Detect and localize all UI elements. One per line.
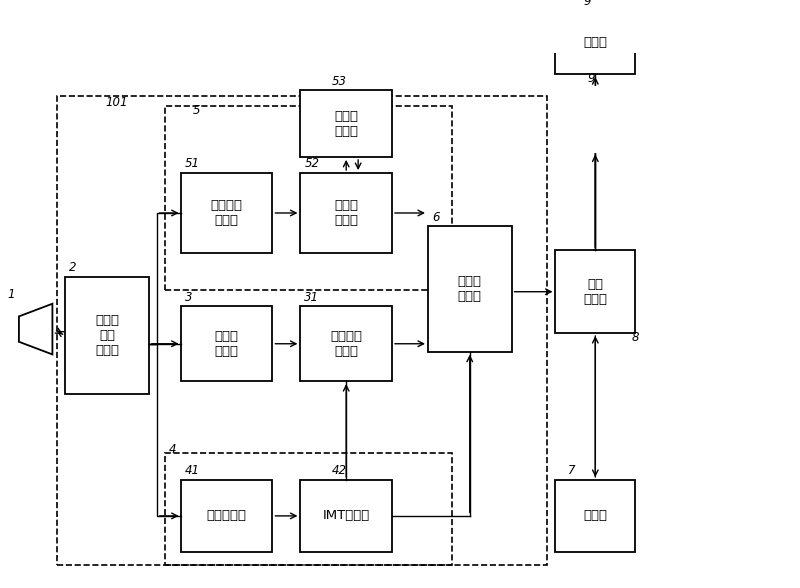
Bar	[555, 250, 635, 333]
Bar	[181, 480, 273, 552]
Text: IMT计算部: IMT计算部	[322, 509, 370, 522]
Bar	[181, 173, 273, 253]
Polygon shape	[19, 304, 53, 355]
Bar	[300, 306, 392, 381]
Bar	[65, 277, 149, 395]
Text: 4: 4	[169, 443, 176, 456]
Bar	[555, 10, 635, 74]
Text: 控制部: 控制部	[583, 509, 607, 522]
Text: 41: 41	[185, 464, 200, 477]
Text: 图像
合成部: 图像 合成部	[583, 278, 607, 306]
Text: 51: 51	[185, 158, 200, 171]
Text: 9: 9	[583, 0, 591, 8]
Bar	[165, 453, 452, 565]
Bar	[555, 480, 635, 552]
Text: 2: 2	[69, 262, 77, 275]
Text: 搏动性
判定部: 搏动性 判定部	[334, 199, 358, 227]
Bar	[181, 306, 273, 381]
Text: 6: 6	[432, 211, 439, 223]
Text: 显示器: 显示器	[583, 36, 607, 49]
Text: 101: 101	[105, 96, 127, 109]
Text: 42: 42	[332, 464, 347, 477]
Bar	[300, 173, 392, 253]
Text: 血管中心
判定部: 血管中心 判定部	[330, 330, 362, 358]
Bar	[165, 106, 452, 290]
Text: 7: 7	[567, 464, 575, 477]
Text: 8: 8	[631, 331, 638, 344]
Text: 3: 3	[185, 290, 192, 304]
Text: 5: 5	[193, 104, 200, 117]
Text: 52: 52	[304, 158, 319, 171]
Bar	[300, 480, 392, 552]
Text: 显示器: 显示器	[583, 113, 607, 126]
Bar	[555, 88, 635, 152]
Bar	[300, 90, 392, 157]
Text: 心搏期
检测部: 心搏期 检测部	[334, 109, 358, 138]
Text: 9: 9	[587, 72, 595, 85]
Bar	[57, 96, 547, 565]
Text: 搏动信息
处理部: 搏动信息 处理部	[210, 199, 242, 227]
Text: 边界检测部: 边界检测部	[206, 509, 246, 522]
Text: 断层像
处理部: 断层像 处理部	[214, 330, 238, 358]
Text: 1: 1	[7, 288, 14, 301]
Bar	[428, 226, 512, 352]
Bar	[554, 86, 637, 153]
Text: 53: 53	[332, 75, 347, 88]
Text: 可靠性
判定部: 可靠性 判定部	[458, 275, 482, 303]
Text: 超声波
信号
处理部: 超声波 信号 处理部	[95, 314, 119, 358]
Text: 31: 31	[304, 290, 319, 304]
